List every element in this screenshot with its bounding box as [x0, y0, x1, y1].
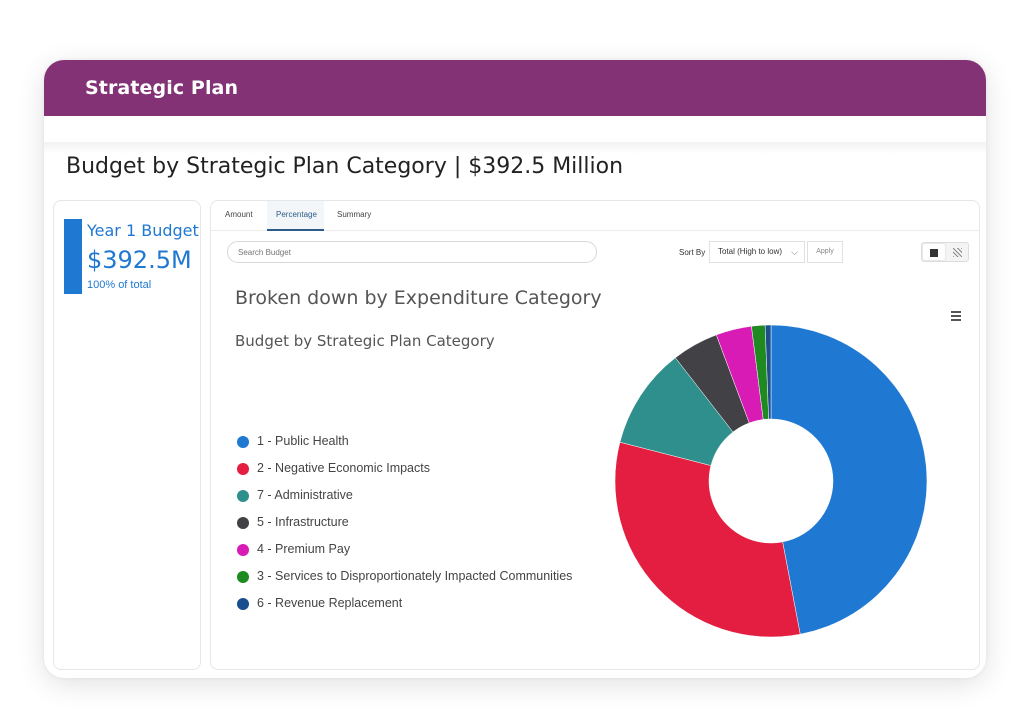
- donut-slice[interactable]: [614, 441, 801, 638]
- legend-label: 2 - Negative Economic Impacts: [257, 461, 430, 475]
- header-divider: [44, 142, 986, 154]
- donut-slice[interactable]: [764, 324, 772, 420]
- solid-view-button[interactable]: [923, 244, 945, 260]
- pattern-view-button[interactable]: [946, 244, 968, 260]
- chart-heading: Broken down by Expenditure Category: [235, 287, 602, 309]
- legend-item[interactable]: 7 - Administrative: [235, 487, 615, 505]
- card-header: Strategic Plan: [44, 60, 986, 116]
- page-title: Budget by Strategic Plan Category | $392…: [66, 154, 624, 179]
- legend-item[interactable]: 6 - Revenue Replacement: [235, 595, 615, 613]
- active-tab-background: [267, 201, 324, 231]
- legend-label: 3 - Services to Disproportionately Impac…: [257, 569, 573, 583]
- card-header-title: Strategic Plan: [85, 77, 239, 99]
- legend-label: 4 - Premium Pay: [257, 542, 351, 556]
- legend-item[interactable]: 1 - Public Health: [235, 433, 615, 451]
- summary-accent-bar: [64, 219, 82, 294]
- legend-item[interactable]: 5 - Infrastructure: [235, 514, 615, 532]
- legend-marker: [237, 571, 249, 583]
- legend-item[interactable]: 4 - Premium Pay: [235, 541, 615, 559]
- tab-percentage[interactable]: Percentage: [276, 210, 317, 219]
- hatched-square-icon: [952, 248, 962, 257]
- summary-value: $392.5M: [87, 246, 192, 274]
- legend-item[interactable]: 3 - Services to Disproportionately Impac…: [235, 568, 615, 586]
- legend-label: 1 - Public Health: [257, 434, 349, 448]
- legend-marker: [237, 436, 249, 448]
- sort-select[interactable]: Total (High to low) ⌵: [709, 241, 805, 263]
- donut-chart: [614, 324, 928, 638]
- strategic-plan-card: Strategic Plan Budget by Strategic Plan …: [44, 60, 986, 678]
- chart-title: Budget by Strategic Plan Category: [235, 332, 495, 350]
- view-toggle: [921, 242, 969, 262]
- apply-button[interactable]: Apply: [807, 241, 843, 263]
- legend-label: 7 - Administrative: [257, 488, 353, 502]
- sort-select-value: Total (High to low): [718, 247, 783, 256]
- donut-slice[interactable]: [770, 324, 928, 635]
- sort-by-label: Sort By: [679, 248, 706, 257]
- search-input[interactable]: [227, 241, 597, 263]
- tab-summary[interactable]: Summary: [337, 210, 372, 219]
- tab-amount[interactable]: Amount: [225, 210, 253, 219]
- legend-label: 5 - Infrastructure: [257, 515, 349, 529]
- legend-item[interactable]: 2 - Negative Economic Impacts: [235, 460, 615, 478]
- chart-panel: Amount Percentage Summary Sort By Total …: [210, 200, 980, 670]
- legend-marker: [237, 598, 249, 610]
- chevron-down-icon: ⌵: [791, 247, 798, 257]
- legend-label: 6 - Revenue Replacement: [257, 596, 403, 610]
- summary-percent: 100% of total: [87, 279, 152, 291]
- legend-marker: [237, 463, 249, 475]
- legend-marker: [237, 544, 249, 556]
- active-tab-indicator: [267, 229, 324, 231]
- legend-marker: [237, 490, 249, 502]
- chart-menu-icon[interactable]: [951, 311, 965, 323]
- view-tabs: Amount Percentage Summary: [211, 201, 979, 231]
- legend-marker: [237, 517, 249, 529]
- budget-summary-panel: Year 1 Budget $392.5M 100% of total: [53, 200, 201, 670]
- summary-label: Year 1 Budget: [87, 221, 199, 240]
- solid-square-icon: [930, 249, 938, 257]
